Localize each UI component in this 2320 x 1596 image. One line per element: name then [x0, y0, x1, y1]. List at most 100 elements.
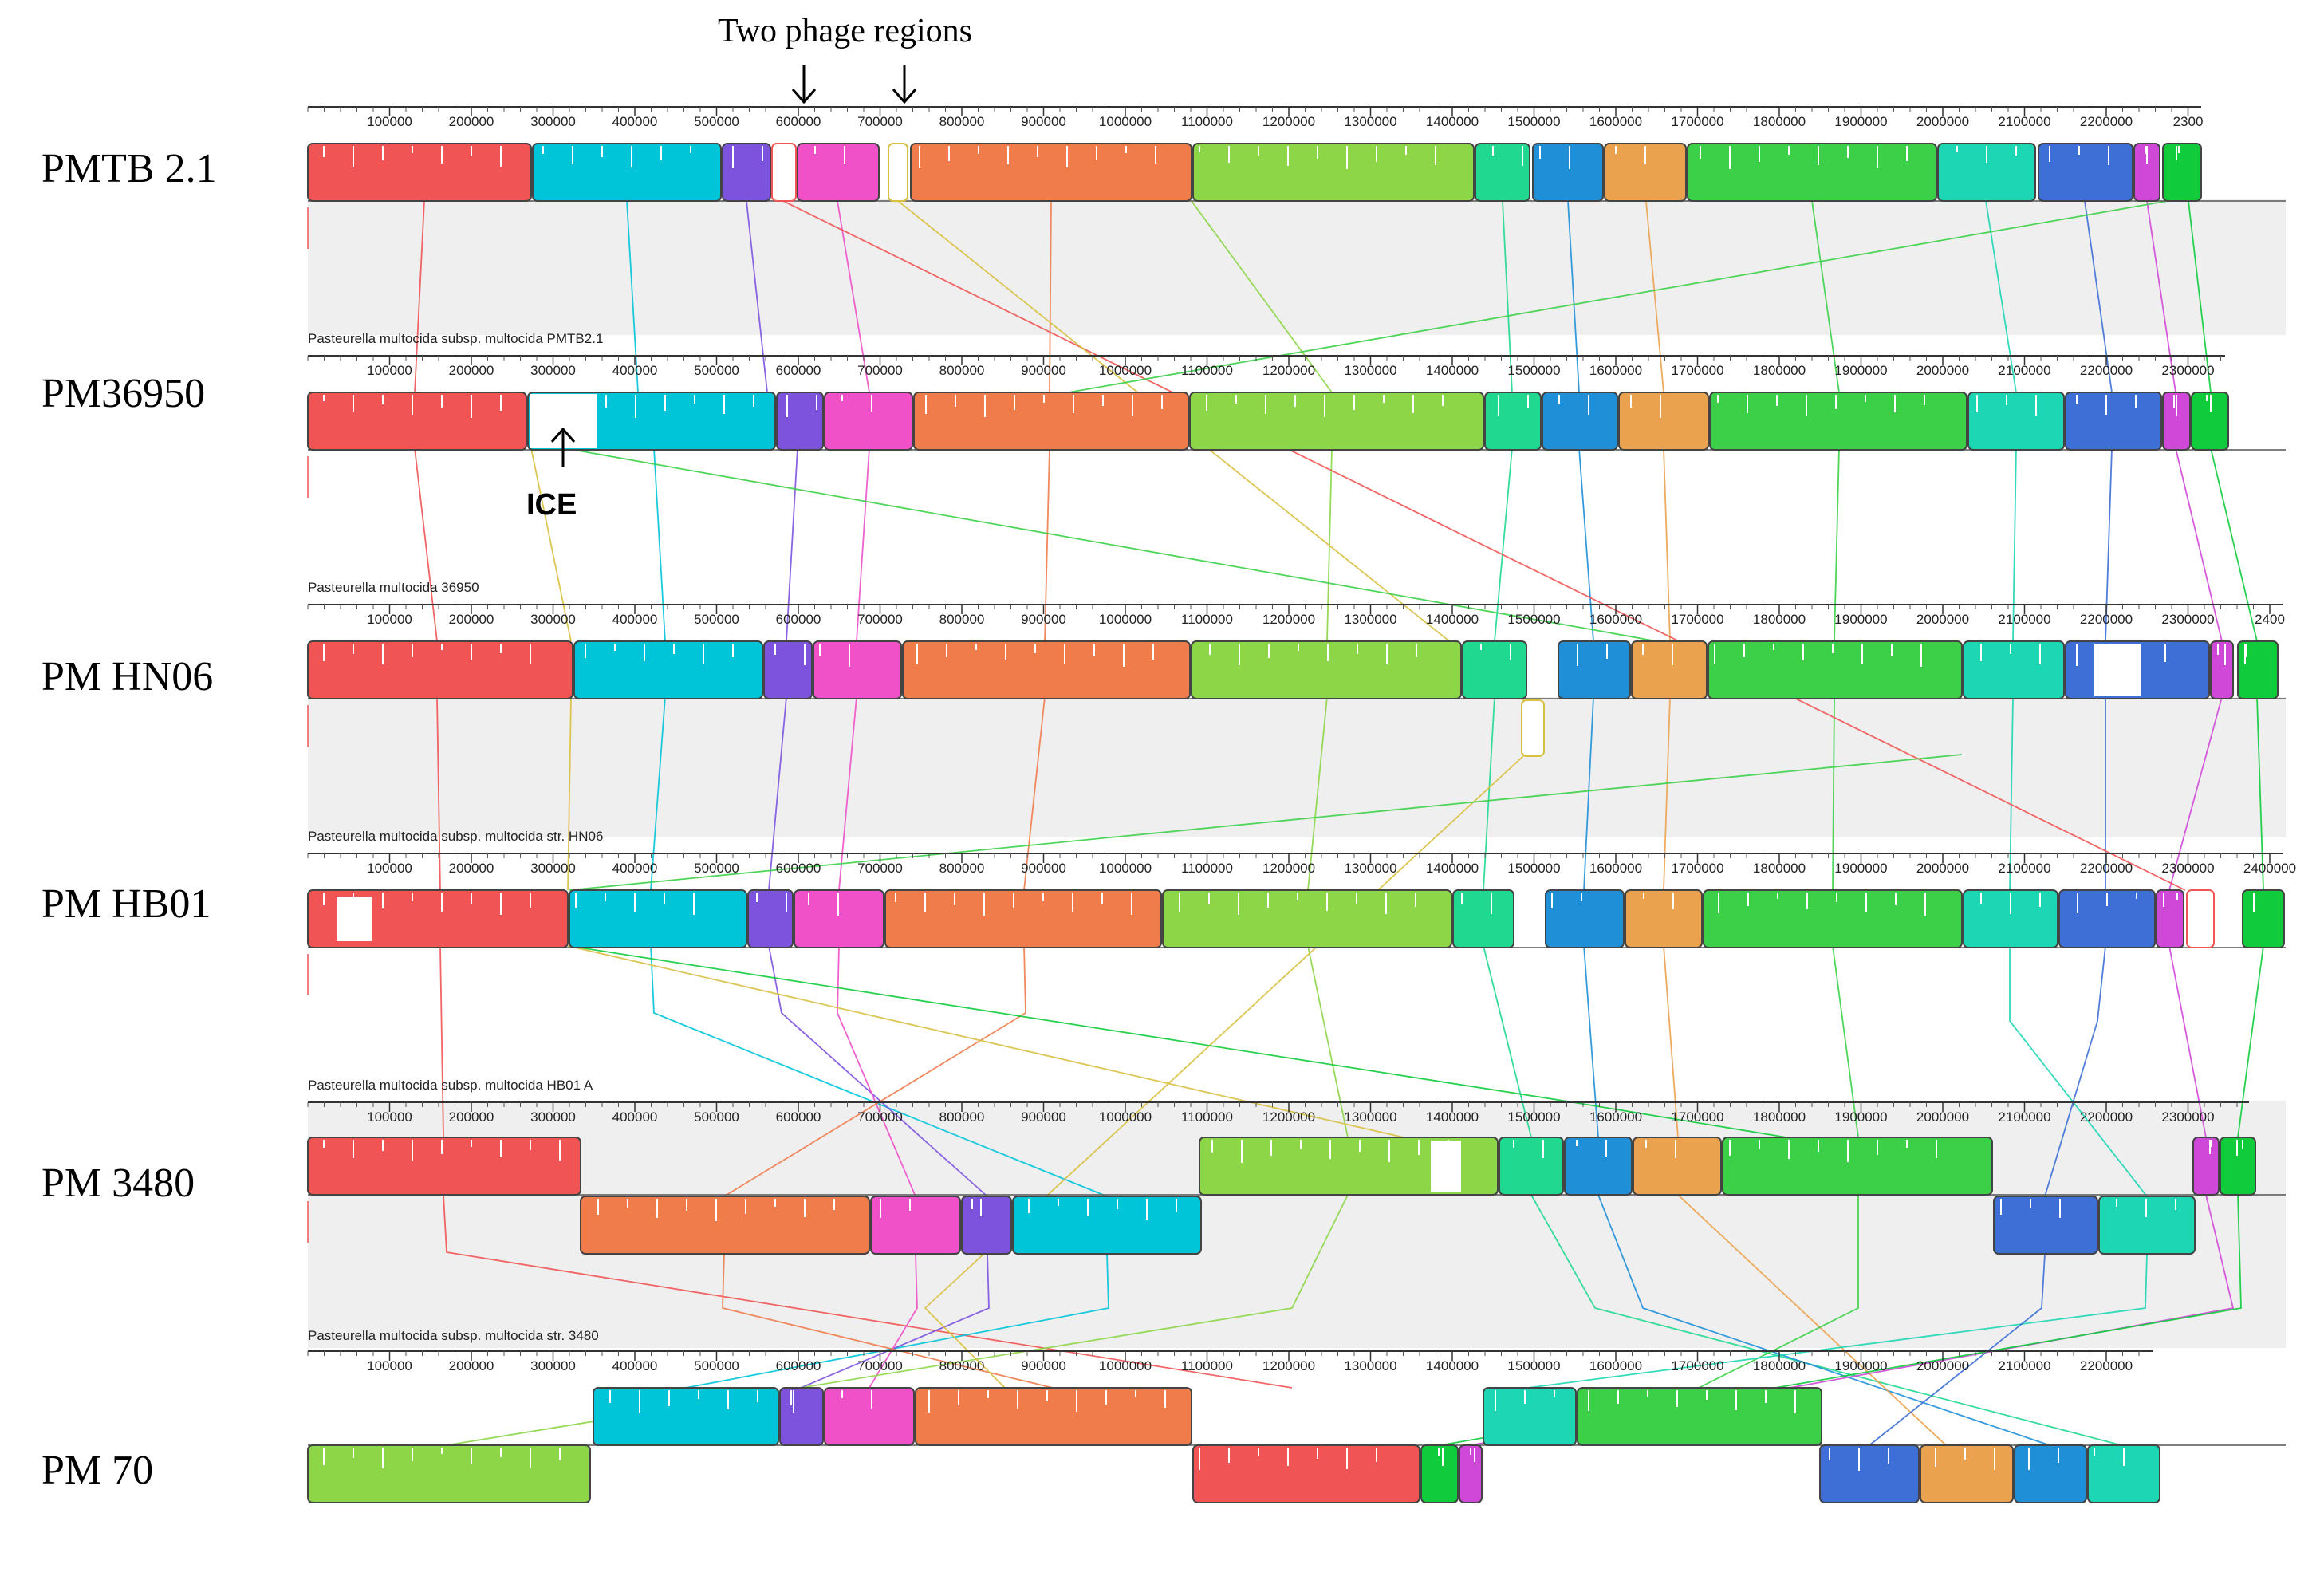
ruler-tick-label: 1000000: [1099, 114, 1152, 129]
lcb-block-rect: [307, 1444, 591, 1503]
lcb-block: [2156, 889, 2184, 948]
ruler-tick-label: 900000: [1021, 363, 1066, 378]
lcb-block: [573, 640, 763, 699]
lcb-block: [797, 143, 880, 202]
lcb-block-rect: [1722, 1137, 1993, 1196]
lcb-block-rect: [1633, 1137, 1722, 1196]
ruler-tick-label: 600000: [776, 114, 821, 129]
lcb-block: [771, 143, 797, 202]
ruler-tick-label: 1900000: [1834, 363, 1887, 378]
ruler-tick-label: 500000: [694, 1109, 739, 1125]
lcb-blocks: [307, 143, 2285, 1503]
ruler-tick-label: 1800000: [1753, 861, 1806, 876]
lcb-block-rect: [910, 143, 1192, 202]
lcb-block: [910, 143, 1192, 202]
ruler-tick-label: 400000: [612, 861, 658, 876]
ruler-tick-label: 1500000: [1507, 1109, 1560, 1125]
lcb-block: [2087, 1444, 2160, 1503]
lcb-block: [1162, 889, 1452, 948]
lcb-block-rect: [888, 143, 908, 202]
lcb-block-rect: [1558, 640, 1631, 699]
homology-connector: [1869, 1253, 2046, 1446]
ruler-tick-label: 500000: [694, 363, 739, 378]
ruler-tick-label: 1700000: [1671, 363, 1723, 378]
lcb-block: [1532, 143, 1604, 202]
ruler-tick-label: 1600000: [1589, 612, 1642, 627]
arrow-up-icon: [550, 427, 576, 467]
lcb-block: [1708, 640, 1963, 699]
ruler-tick-label: 2000000: [1916, 861, 1969, 876]
homology-connector: [2237, 945, 2264, 1138]
lcb-block-rect: [307, 143, 532, 202]
ruler-tick-label: 1500000: [1507, 363, 1560, 378]
lcb-block: [1963, 640, 2065, 699]
ruler-tick-label: 500000: [694, 612, 739, 627]
lcb-block-rect: [1577, 1387, 1822, 1446]
arrow-down-icon: [791, 65, 817, 104]
ruler-tick-label: 2100000: [1998, 114, 2050, 129]
lcb-block: [1937, 143, 2036, 202]
ruler-tick-label: 1100000: [1181, 612, 1233, 627]
track-subtitle: Pasteurella multocida subsp. multocida P…: [308, 331, 603, 346]
homology-connector: [685, 1253, 1109, 1389]
homology-connector: [2168, 696, 2223, 891]
ruler-tick-label: 1100000: [1181, 363, 1233, 378]
lcb-block: [580, 1196, 870, 1255]
lcb-block: [1199, 1137, 1499, 1196]
lcb-block-rect: [1993, 1196, 2098, 1255]
ruler-tick-label: 1900000: [1834, 1358, 1887, 1373]
lcb-block: [569, 889, 747, 948]
lcb-block-rect: [1459, 1444, 1483, 1503]
lcb-block-rect: [1475, 143, 1530, 202]
ruler-tick-label: 1600000: [1589, 1358, 1642, 1373]
homology-connector: [650, 696, 666, 891]
ruler-tick-label: 1300000: [1344, 612, 1396, 627]
lcb-block-rect: [307, 392, 527, 451]
arrow-down-icon: [892, 65, 917, 104]
lcb-block-rect: [1499, 1137, 1564, 1196]
ruler-tick-label: 2300000: [2161, 861, 2214, 876]
lcb-block-rect: [580, 1196, 870, 1255]
ruler-tick-label: 2200000: [2080, 363, 2133, 378]
lcb-block-rect: [915, 1387, 1192, 1446]
lcb-block-rect: [2162, 392, 2191, 451]
lcb-block-rect: [1192, 1444, 1420, 1503]
lcb-block-rect: [1545, 889, 1625, 948]
ruler-tick-label: 2400000: [2243, 861, 2296, 876]
ruler-tick-label: 1000000: [1099, 363, 1152, 378]
lcb-block: [776, 392, 824, 451]
lcb-block-rect: [1703, 889, 1963, 948]
ruler-tick-label: 600000: [776, 363, 821, 378]
ruler-tick-label: 1800000: [1753, 1358, 1806, 1373]
ruler-tick-label: 1300000: [1344, 1109, 1396, 1125]
lcb-block-rect: [824, 392, 913, 451]
ruler-tick-label: 1800000: [1753, 114, 1806, 129]
ruler-tick-label: 1200000: [1262, 363, 1315, 378]
lcb-block-rect: [1191, 640, 1462, 699]
lcb-block: [2237, 640, 2279, 699]
lcb-block-rect: [1967, 392, 2065, 451]
lcb-block: [2162, 392, 2191, 451]
homology-connector: [567, 945, 1404, 1138]
ruler-tick-label: 2100000: [1998, 1358, 2050, 1373]
lcb-block-rect: [747, 889, 794, 948]
lcb-block-rect: [776, 392, 824, 451]
ruler-tick-label: 300000: [530, 1358, 576, 1373]
ruler-tick-label: 900000: [1021, 861, 1066, 876]
homology-connector: [650, 945, 1108, 1197]
ruler-tick-label: 2200000: [2080, 1109, 2133, 1125]
lcb-block: [1558, 640, 1631, 699]
lcb-block-rect: [2065, 392, 2162, 451]
ruler-tick-label: 1600000: [1589, 861, 1642, 876]
ruler-tick-label: 1500000: [1507, 861, 1560, 876]
homology-connector: [1985, 200, 2017, 393]
ruler-tick-label: 1400000: [1426, 363, 1479, 378]
lcb-block: [1625, 889, 1703, 948]
lcb-block: [1703, 889, 1963, 948]
lcb-block: [1459, 1444, 1483, 1503]
lcb-block-rect: [824, 1387, 915, 1446]
lcb-block: [2191, 392, 2229, 451]
homology-connector: [569, 754, 1963, 891]
homology-connector: [1834, 447, 1840, 642]
